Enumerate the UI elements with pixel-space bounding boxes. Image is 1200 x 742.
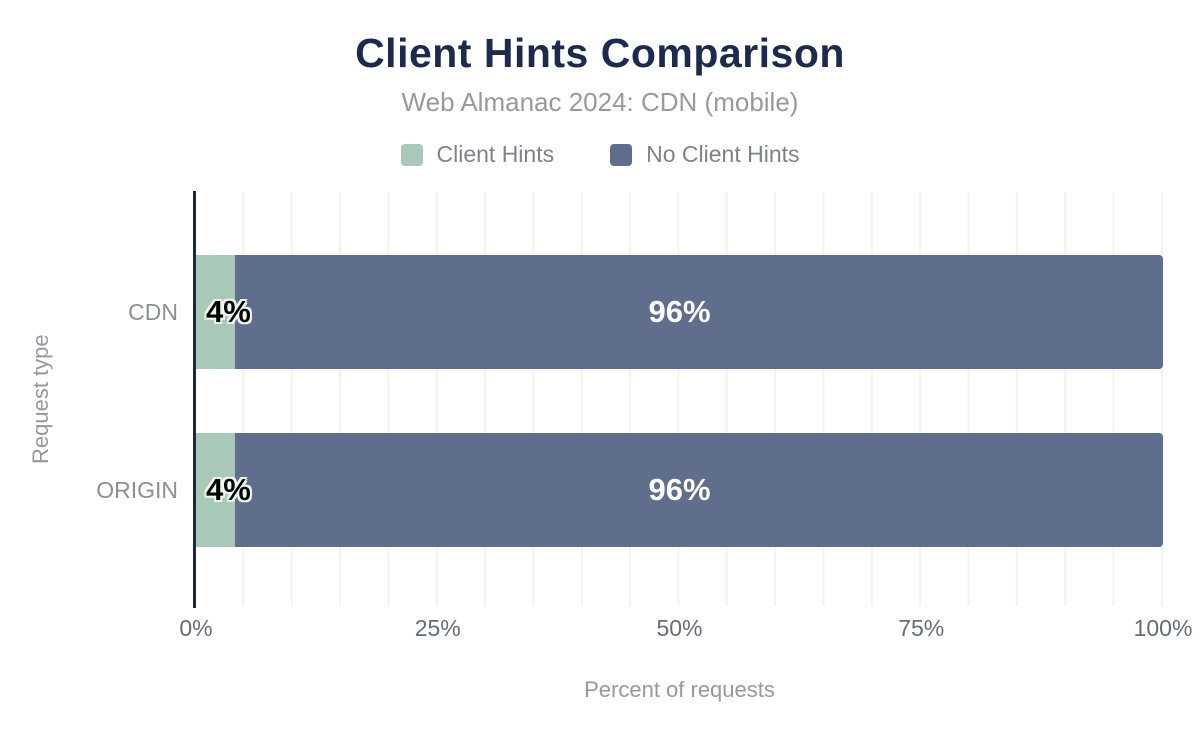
legend: Client Hints No Client Hints	[0, 141, 1200, 168]
no-client-hints-swatch-icon	[610, 143, 633, 166]
x-axis-ticks: 0% 25% 50% 75% 100%	[179, 615, 1192, 643]
category-label-cdn: CDN	[128, 299, 178, 325]
data-label-cdn-no-client-hints: 96%	[648, 294, 711, 329]
legend-item-client-hints[interactable]: Client Hints	[400, 141, 555, 168]
y-axis-line	[193, 191, 196, 608]
client-hints-swatch-icon	[400, 143, 423, 166]
chart-title: Client Hints Comparison	[355, 30, 845, 76]
plot-area: 4% 96% 4% 96%	[196, 192, 1163, 606]
x-tick-0: 0%	[179, 615, 213, 641]
data-label-cdn-client-hints: 4%	[206, 294, 251, 329]
data-label-origin-client-hints: 4%	[206, 472, 251, 507]
bar-segment-origin-no-client-hints[interactable]	[234, 433, 1163, 547]
x-tick-50: 50%	[656, 615, 703, 641]
x-tick-75: 75%	[898, 615, 945, 641]
bar-row-origin: 4% 96%	[196, 433, 1163, 547]
legend-item-no-client-hints[interactable]: No Client Hints	[610, 141, 800, 168]
data-label-origin-no-client-hints: 96%	[648, 472, 711, 507]
bar-segment-origin-client-hints[interactable]	[196, 433, 235, 547]
bar-segment-cdn-client-hints[interactable]	[196, 255, 235, 369]
bar-row-cdn: 4% 96%	[196, 255, 1163, 369]
x-axis-title: Percent of requests	[584, 677, 775, 702]
chart-subtitle: Web Almanac 2024: CDN (mobile)	[401, 87, 799, 117]
legend-label: Client Hints	[436, 141, 555, 167]
x-tick-25: 25%	[414, 615, 461, 641]
legend-label: No Client Hints	[646, 141, 800, 167]
y-axis-title: Request type	[28, 334, 53, 464]
category-label-origin: ORIGIN	[96, 477, 178, 503]
x-tick-100: 100%	[1133, 615, 1193, 641]
bar-segment-cdn-no-client-hints[interactable]	[234, 255, 1163, 369]
